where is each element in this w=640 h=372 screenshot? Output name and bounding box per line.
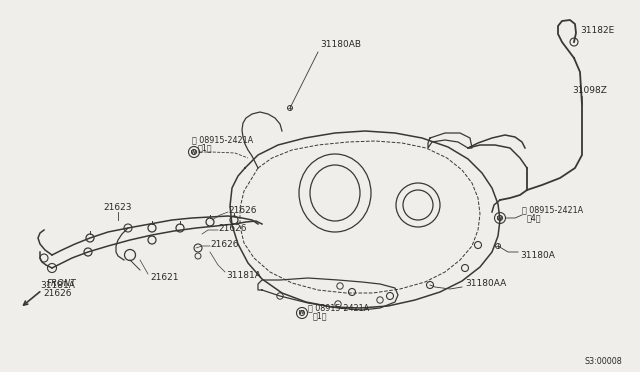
Text: （1）: （1） (198, 144, 212, 153)
Text: S3:00008: S3:00008 (584, 357, 622, 366)
Text: 21626: 21626 (218, 224, 246, 232)
Text: 21626: 21626 (228, 205, 257, 215)
Text: 21623: 21623 (104, 202, 132, 212)
Text: W: W (497, 215, 502, 221)
Text: 31182E: 31182E (580, 26, 614, 35)
Text: Ⓣ 08915-2421A: Ⓣ 08915-2421A (192, 135, 253, 144)
Text: Ⓣ 08915-2421A: Ⓣ 08915-2421A (308, 304, 369, 312)
Text: 31181A: 31181A (40, 280, 76, 289)
Text: （1）: （1） (313, 311, 328, 321)
Text: （4）: （4） (527, 214, 541, 222)
Text: 31181A: 31181A (226, 272, 261, 280)
Text: 21626: 21626 (44, 289, 72, 298)
Text: W: W (300, 311, 305, 315)
Text: 31180AA: 31180AA (465, 279, 506, 288)
Text: 31180AB: 31180AB (320, 39, 361, 48)
Text: 21626: 21626 (210, 240, 239, 248)
Text: Ⓣ 08915-2421A: Ⓣ 08915-2421A (522, 205, 583, 215)
Text: 21621: 21621 (150, 273, 179, 282)
Text: 31098Z: 31098Z (572, 86, 607, 94)
Text: W: W (191, 150, 196, 154)
Text: FRONT: FRONT (47, 279, 77, 289)
Text: 31180A: 31180A (520, 250, 555, 260)
